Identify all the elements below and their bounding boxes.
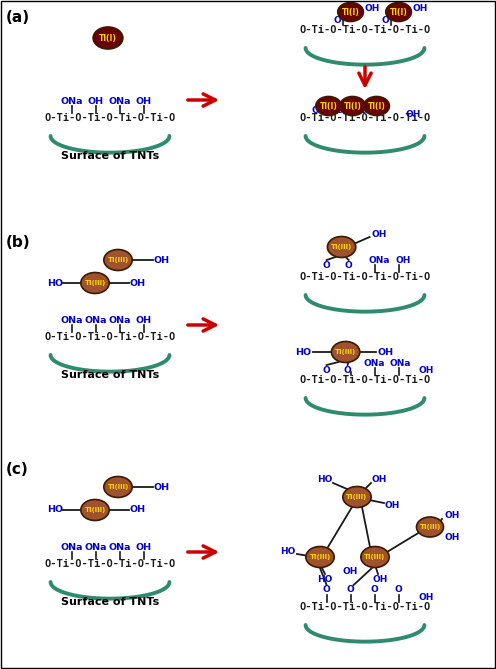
Ellipse shape	[93, 27, 123, 49]
Ellipse shape	[338, 3, 364, 21]
Ellipse shape	[306, 547, 334, 567]
Ellipse shape	[417, 517, 443, 537]
Text: O-Ti-O-Ti-O-Ti-O-Ti-O: O-Ti-O-Ti-O-Ti-O-Ti-O	[300, 25, 431, 35]
Text: OH: OH	[135, 543, 152, 551]
Text: OH: OH	[377, 347, 394, 357]
Text: O: O	[344, 365, 352, 375]
Text: O-Ti-O-Ti-O-Ti-O-Ti-O: O-Ti-O-Ti-O-Ti-O-Ti-O	[44, 332, 176, 342]
Text: O: O	[334, 15, 341, 25]
Text: Surface of TNTs: Surface of TNTs	[61, 597, 159, 607]
Ellipse shape	[340, 96, 366, 116]
Text: O-Ti-O-Ti-O-Ti-O-Ti-O: O-Ti-O-Ti-O-Ti-O-Ti-O	[44, 559, 176, 569]
Text: Tl(I): Tl(I)	[319, 102, 338, 110]
Text: Tl(III): Tl(III)	[335, 349, 356, 355]
Text: ONa: ONa	[369, 256, 390, 264]
Text: ONa: ONa	[84, 543, 107, 551]
Text: O: O	[347, 585, 355, 595]
Text: ONa: ONa	[108, 543, 131, 551]
Text: OH: OH	[419, 365, 434, 375]
Text: Tl(I): Tl(I)	[368, 102, 385, 110]
Text: Tl(I): Tl(I)	[342, 7, 360, 17]
Text: OH: OH	[396, 256, 411, 264]
Text: OH: OH	[419, 593, 434, 601]
Text: OH: OH	[372, 229, 387, 239]
Text: OH: OH	[135, 96, 152, 106]
Ellipse shape	[81, 500, 109, 520]
Text: ONa: ONa	[61, 543, 83, 551]
Text: ONa: ONa	[108, 316, 131, 324]
Text: O-Ti-O-Ti-O-Ti-O-Ti-O: O-Ti-O-Ti-O-Ti-O-Ti-O	[44, 113, 176, 123]
Text: Tl(III): Tl(III)	[365, 554, 385, 560]
Text: HO: HO	[280, 547, 296, 557]
Text: ONa: ONa	[364, 359, 385, 367]
Text: OH: OH	[130, 278, 146, 288]
Text: Surface of TNTs: Surface of TNTs	[61, 151, 159, 161]
Text: (a): (a)	[6, 10, 30, 25]
Text: HO: HO	[47, 278, 63, 288]
Ellipse shape	[81, 272, 109, 294]
Text: OH: OH	[154, 482, 170, 492]
Text: Tl(III): Tl(III)	[346, 494, 368, 500]
Text: ONa: ONa	[84, 316, 107, 324]
Text: ONa: ONa	[390, 359, 411, 367]
Text: HO: HO	[296, 347, 311, 357]
Text: (b): (b)	[6, 235, 31, 250]
Text: O: O	[323, 365, 330, 375]
Text: O: O	[323, 260, 330, 270]
Text: O: O	[336, 106, 343, 114]
Text: HO: HO	[317, 474, 333, 484]
Text: (c): (c)	[6, 462, 29, 477]
Ellipse shape	[361, 547, 389, 567]
Text: Tl(I): Tl(I)	[390, 7, 408, 17]
Text: O: O	[371, 585, 378, 595]
Text: O: O	[323, 585, 330, 595]
Ellipse shape	[316, 96, 341, 116]
Text: OH: OH	[384, 500, 400, 510]
Ellipse shape	[331, 341, 360, 363]
Text: O: O	[345, 260, 353, 270]
Ellipse shape	[343, 486, 371, 508]
Ellipse shape	[364, 96, 389, 116]
Text: O: O	[395, 585, 402, 595]
Text: OH: OH	[372, 575, 388, 583]
Text: OH: OH	[154, 256, 170, 264]
Text: O-Ti-O-Ti-O-Ti-O-Ti-O: O-Ti-O-Ti-O-Ti-O-Ti-O	[300, 113, 431, 123]
Text: OH: OH	[342, 567, 358, 577]
Text: OH: OH	[87, 96, 104, 106]
Text: HO: HO	[47, 506, 63, 514]
Text: Tl(I): Tl(I)	[99, 33, 117, 43]
Text: OH: OH	[365, 3, 380, 13]
Text: OH: OH	[372, 474, 387, 484]
Text: O: O	[360, 106, 368, 114]
Text: OH: OH	[130, 506, 146, 514]
Text: OH: OH	[444, 533, 460, 541]
Text: O-Ti-O-Ti-O-Ti-O-Ti-O: O-Ti-O-Ti-O-Ti-O-Ti-O	[300, 602, 431, 612]
Text: Tl(III): Tl(III)	[420, 524, 440, 530]
Text: Tl(III): Tl(III)	[84, 280, 106, 286]
Text: Tl(III): Tl(III)	[84, 507, 106, 513]
Text: O: O	[311, 106, 319, 114]
Text: ONa: ONa	[61, 96, 83, 106]
Text: Tl(I): Tl(I)	[344, 102, 362, 110]
Text: Tl(III): Tl(III)	[310, 554, 331, 560]
Text: Surface of TNTs: Surface of TNTs	[61, 370, 159, 380]
Text: OH: OH	[413, 3, 428, 13]
Text: HO: HO	[317, 575, 333, 583]
Text: Tl(III): Tl(III)	[107, 257, 128, 263]
Text: ONa: ONa	[61, 316, 83, 324]
Text: O-Ti-O-Ti-O-Ti-O-Ti-O: O-Ti-O-Ti-O-Ti-O-Ti-O	[300, 375, 431, 385]
Ellipse shape	[104, 250, 132, 270]
Text: Tl(III): Tl(III)	[331, 244, 352, 250]
Text: O: O	[382, 15, 389, 25]
Ellipse shape	[386, 3, 411, 21]
Text: O-Ti-O-Ti-O-Ti-O-Ti-O: O-Ti-O-Ti-O-Ti-O-Ti-O	[300, 272, 431, 282]
Text: OH: OH	[444, 510, 460, 520]
Text: ONa: ONa	[108, 96, 131, 106]
Text: OH: OH	[406, 110, 421, 118]
Ellipse shape	[327, 237, 356, 258]
Text: Tl(III): Tl(III)	[107, 484, 128, 490]
Ellipse shape	[104, 476, 132, 498]
Text: OH: OH	[135, 316, 152, 324]
